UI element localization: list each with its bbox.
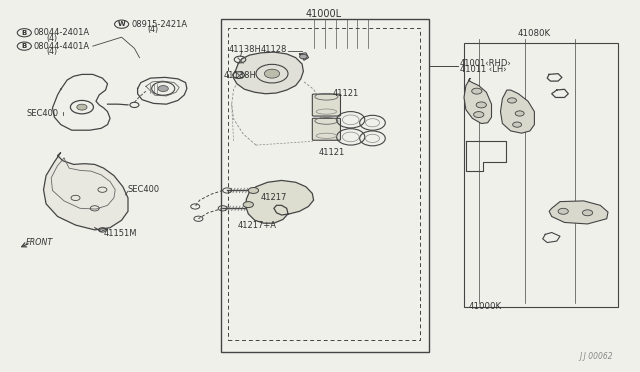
Circle shape (582, 210, 593, 216)
Text: (4): (4) (46, 34, 57, 43)
Text: 41121: 41121 (319, 148, 345, 157)
FancyBboxPatch shape (312, 118, 340, 140)
Text: FRONT: FRONT (26, 238, 53, 247)
Bar (464, 43, 618, 307)
Text: 41217+A: 41217+A (238, 221, 277, 230)
Text: 41138H: 41138H (229, 45, 262, 54)
Polygon shape (246, 180, 314, 223)
Text: 41128: 41128 (261, 45, 287, 54)
Circle shape (558, 208, 568, 214)
Text: 41011 ‹LH›: 41011 ‹LH› (460, 65, 506, 74)
Text: SEC400: SEC400 (27, 109, 59, 118)
Text: 08044-2401A: 08044-2401A (34, 28, 90, 37)
Polygon shape (233, 52, 303, 94)
Circle shape (243, 202, 253, 208)
Text: 08915-2421A: 08915-2421A (131, 20, 188, 29)
Text: 08044-4401A: 08044-4401A (34, 42, 90, 51)
FancyBboxPatch shape (312, 94, 340, 116)
Circle shape (264, 69, 280, 78)
Circle shape (515, 111, 524, 116)
Polygon shape (549, 201, 608, 224)
Circle shape (474, 112, 484, 118)
Text: B: B (22, 43, 27, 49)
Circle shape (300, 54, 307, 59)
Bar (221, 19, 429, 352)
Circle shape (248, 187, 259, 193)
Text: (4): (4) (46, 47, 57, 56)
Text: J J 00062: J J 00062 (579, 352, 613, 361)
Text: W: W (118, 21, 125, 27)
Polygon shape (464, 78, 492, 124)
Circle shape (158, 86, 168, 92)
Text: 41080K: 41080K (518, 29, 551, 38)
Text: 41217: 41217 (261, 193, 287, 202)
Text: 41138H: 41138H (224, 71, 257, 80)
Polygon shape (500, 90, 534, 133)
Text: SEC400: SEC400 (128, 185, 160, 194)
Text: 41000K: 41000K (468, 302, 502, 311)
Circle shape (476, 102, 486, 108)
Circle shape (77, 104, 87, 110)
Text: B: B (22, 30, 27, 36)
Circle shape (508, 98, 516, 103)
Circle shape (513, 122, 522, 127)
Text: 41151M: 41151M (104, 229, 137, 238)
Circle shape (472, 88, 482, 94)
Text: (4): (4) (147, 25, 158, 34)
Text: 41121: 41121 (333, 89, 359, 97)
Text: 41001‹RHD›: 41001‹RHD› (460, 59, 511, 68)
Bar (228, 28, 420, 340)
Polygon shape (44, 153, 128, 230)
Text: 41000L: 41000L (305, 9, 341, 19)
